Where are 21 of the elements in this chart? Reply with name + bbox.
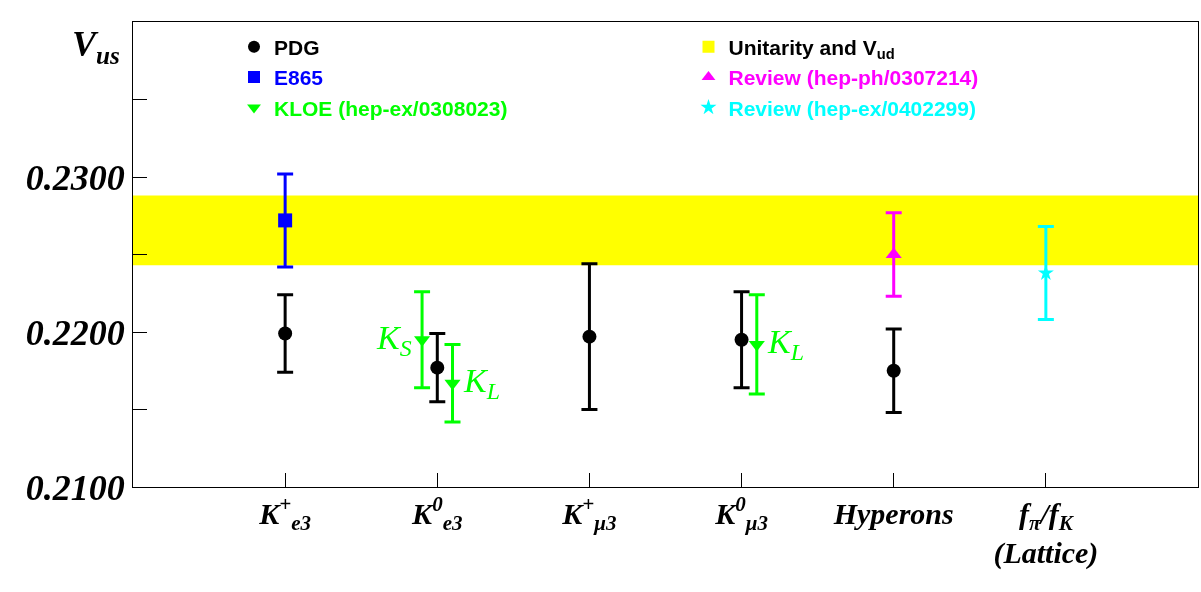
point — [734, 332, 749, 347]
x-tick-label: f$_{π}$/f$_{K}$ (Lattice) — [993, 497, 1099, 570]
annotation: K$_{L}$ — [767, 323, 804, 366]
legend-label: PDG — [274, 35, 320, 59]
annotation: K$_{L}$ — [463, 362, 500, 405]
y-tick-label: 0.2200 — [25, 312, 125, 353]
y-tick-label: 0.2300 — [25, 157, 125, 198]
legend-label: KLOE (hep-ex/0308023) — [274, 96, 508, 120]
point — [278, 326, 293, 341]
point — [886, 363, 901, 378]
point — [430, 360, 445, 375]
point — [582, 329, 597, 344]
legend-label: Unitarity and V$_{ud}$ — [728, 35, 895, 63]
x-tick-label: Hyperons — [832, 497, 954, 530]
annotation: K$_{S}$ — [376, 319, 412, 362]
y-tick-label: 0.2100 — [25, 467, 125, 508]
point — [278, 213, 293, 228]
y-axis-title: V$_{us}$ — [72, 24, 121, 69]
legend-label: E865 — [274, 66, 324, 90]
legend-label: Review (hep-ex/0402299) — [728, 96, 976, 120]
legend-label: Review (hep-ph/0307214) — [728, 66, 979, 90]
